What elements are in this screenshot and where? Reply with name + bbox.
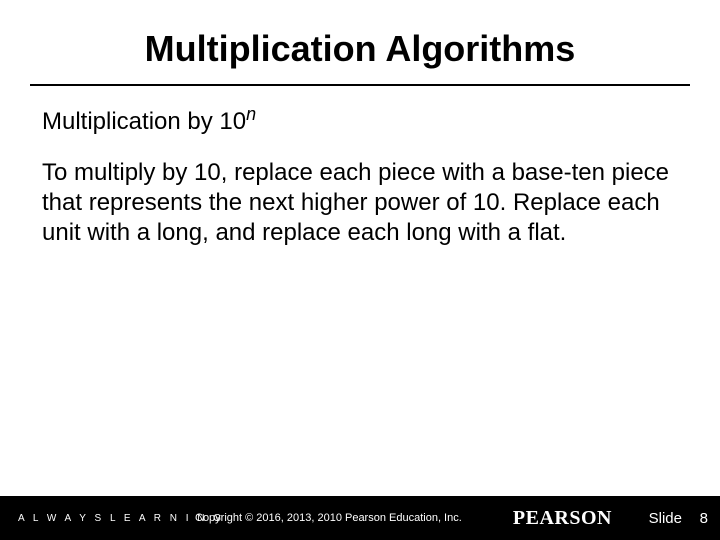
- title-divider: [30, 84, 690, 86]
- footer-bar: A L W A Y S L E A R N I N G Copyright © …: [0, 496, 720, 540]
- footer-copyright: Copyright © 2016, 2013, 2010 Pearson Edu…: [195, 512, 462, 524]
- footer-slide-label: Slide: [649, 510, 682, 527]
- footer-page-number: 8: [700, 510, 708, 527]
- body-text: To multiply by 10, replace each piece wi…: [42, 158, 670, 248]
- subtitle-exponent: n: [246, 104, 256, 124]
- slide-title: Multiplication Algorithms: [0, 0, 720, 84]
- footer-brand-logo: PEARSON: [513, 507, 612, 530]
- footer-tagline: A L W A Y S L E A R N I N G: [18, 513, 224, 524]
- subtitle: Multiplication by 10n: [42, 104, 720, 136]
- subtitle-prefix: Multiplication by 10: [42, 108, 246, 135]
